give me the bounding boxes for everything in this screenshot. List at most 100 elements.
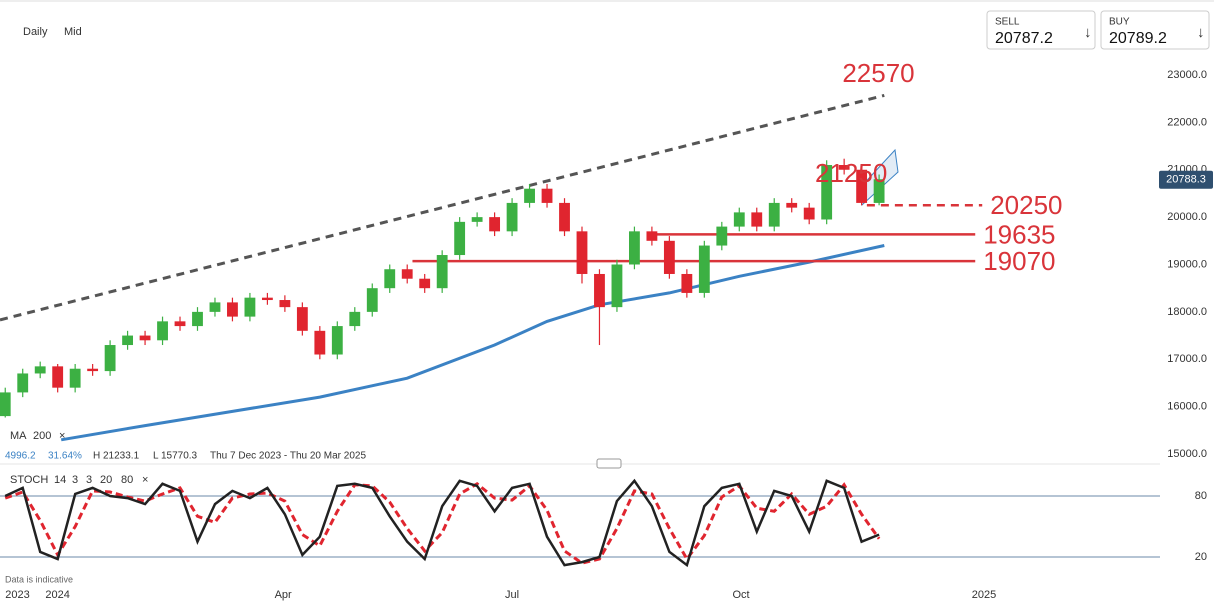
candle-body [331,326,343,355]
trend-line [0,93,885,322]
candle-body [716,226,728,246]
candle-body [279,300,291,308]
ma-line [60,244,885,442]
stoch-param: 14 [54,474,66,486]
ma-close[interactable]: × [59,430,65,442]
candle-body [611,264,623,308]
candle-body [0,392,11,417]
candle-body [419,278,431,289]
candle-body [856,169,868,203]
candle-body [384,269,396,289]
candle-body [366,288,378,312]
candle-body [17,373,29,393]
stoch-tick-label: 80 [1195,490,1207,502]
x-tick-label: Oct [732,589,749,601]
candle-body [192,311,203,327]
trend-label: 22570 [842,58,914,88]
candle-body [838,165,850,170]
candle-body [541,188,553,203]
candle-body [244,297,256,317]
last-price-box [1159,170,1213,189]
candle-body [296,307,308,331]
candle-body [227,302,238,317]
candle-body [52,366,64,388]
level-label: 20250 [990,190,1062,220]
y-tick-label: 17000.0 [1167,353,1207,365]
last-price: 20788.3 [1166,174,1206,186]
candle-body [157,321,168,341]
disclaimer: Data is indicative [5,574,73,584]
candle-body [401,269,413,279]
candle-body [629,231,640,265]
stoch-tick-label: 20 [1195,551,1207,563]
candle-body [646,231,658,241]
sell-label: SELL [995,17,1020,28]
level-label: 19070 [983,246,1055,276]
y-tick-label: 16000.0 [1167,401,1207,413]
y-tick-label: 22000.0 [1167,116,1207,128]
candle-body [471,217,483,222]
candle-body [576,231,588,274]
candle-body [594,273,605,308]
buy-arrow: ↓ [1197,24,1205,41]
x-tick-label: 2023 [5,589,29,601]
candle-body [122,335,134,346]
buy-box[interactable] [1100,10,1210,50]
candle-body [681,273,693,293]
candle-body [733,212,745,227]
stoch-param: 3 [72,474,78,486]
candle-body [209,302,221,312]
buy-label: BUY [1109,17,1130,28]
candle-body [506,202,518,232]
ma-period: 200 [33,430,51,442]
candle-body [803,207,815,220]
stoch-label: STOCH [10,474,48,486]
candle-body [87,368,99,372]
candle-body [261,297,273,301]
candle-body [663,240,675,274]
ma-label: MA [10,430,27,442]
candle-body [768,202,780,227]
y-tick-label: 20000.0 [1167,211,1207,223]
candle-body [821,165,833,220]
candle-body [751,212,763,227]
candle-body [34,366,46,374]
stat: 4996.2 [5,451,36,462]
stat: L 15770.3 [153,451,198,462]
candle-body [139,335,151,341]
x-tick-label: 2025 [972,589,996,601]
stoch-param: 80 [121,474,133,486]
candle-body [69,368,81,388]
stoch-param: 20 [100,474,112,486]
candle-body [873,179,885,203]
sell-arrow: ↓ [1084,24,1092,41]
panel-handle[interactable] [596,458,622,469]
y-tick-label: 18000.0 [1167,306,1207,318]
price-mode[interactable]: Mid [64,26,82,38]
level-label: 19635 [983,219,1055,249]
candle-body [524,188,535,203]
stat: Thu 7 Dec 2023 - Thu 20 Mar 2025 [210,451,366,462]
sell-price: 20787.2 [995,30,1053,47]
buy-price: 20789.2 [1109,30,1167,47]
x-tick-label: Jul [505,589,519,601]
candle-body [314,330,326,355]
stoch-k [4,478,880,568]
x-tick-label: 2024 [45,589,69,601]
candle-body [174,321,186,327]
y-tick-label: 19000.0 [1167,258,1207,270]
stoch-close[interactable]: × [142,474,148,486]
peak-label: 21250 [815,158,887,188]
candle-body [786,202,798,208]
candle-body [698,245,710,293]
x-tick-label: Apr [275,589,292,601]
candle-body [349,311,361,327]
y-tick-label: 15000.0 [1167,448,1207,460]
sell-box[interactable] [986,10,1096,50]
interval[interactable]: Daily [23,26,48,38]
candle-body [104,345,116,372]
stat: H 21233.1 [93,451,140,462]
candle-body [489,217,501,232]
candle-body [436,255,448,289]
